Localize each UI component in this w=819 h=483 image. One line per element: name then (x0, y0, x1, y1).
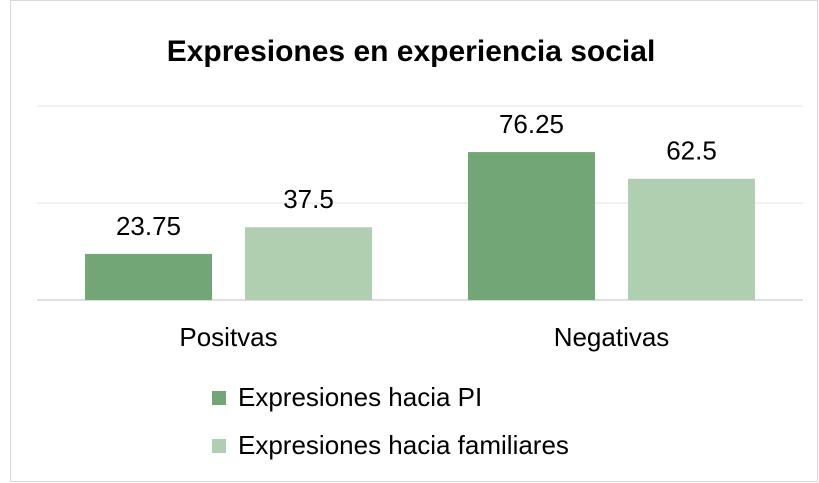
x-tick-label: Negativas (554, 322, 670, 352)
bar (468, 152, 595, 300)
legend-label: Expresiones hacia familiares (238, 430, 569, 460)
data-label: 37.5 (283, 184, 334, 214)
legend-swatch (212, 391, 226, 405)
bar (628, 178, 755, 300)
data-label: 62.5 (666, 136, 717, 166)
chart-title: Expresiones en experiencia social (167, 35, 656, 68)
data-label: 23.75 (116, 211, 181, 241)
data-label: 76.25 (499, 109, 564, 139)
legend-label: Expresiones hacia PI (238, 382, 482, 412)
x-tick-label: Positvas (179, 322, 277, 352)
bar (245, 227, 372, 300)
bar (85, 253, 212, 300)
legend-swatch (212, 439, 226, 453)
